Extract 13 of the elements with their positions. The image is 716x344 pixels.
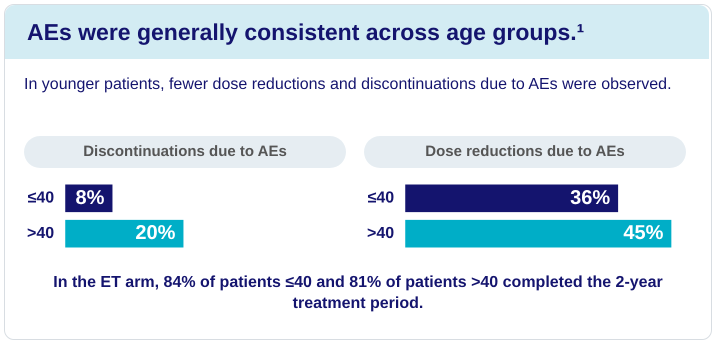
data-label: 36% [570, 186, 610, 209]
text: AEs were generally consistent across age groups.¹ [5, 5, 709, 59]
text: In the ET arm, 84% of patients ≤40 and 81% of patients >40 completed the 2-year treatment period. [52, 273, 664, 314]
y-tick-label: >40 [367, 225, 394, 242]
data-label: 20% [135, 222, 176, 244]
chart-title: Dose reductions due to AEs [364, 136, 686, 168]
y-tick-label: ≤40 [28, 190, 54, 207]
chart-title: Discontinuations due to AEs [24, 136, 346, 168]
y-tick-label: >40 [27, 225, 54, 242]
y-tick-label: ≤40 [368, 190, 394, 207]
data-label: 8% [76, 186, 105, 209]
text: In younger patients, fewer dose reductions and discontinuations due to AEs were observed. [24, 75, 673, 95]
data-label: 45% [623, 222, 664, 244]
